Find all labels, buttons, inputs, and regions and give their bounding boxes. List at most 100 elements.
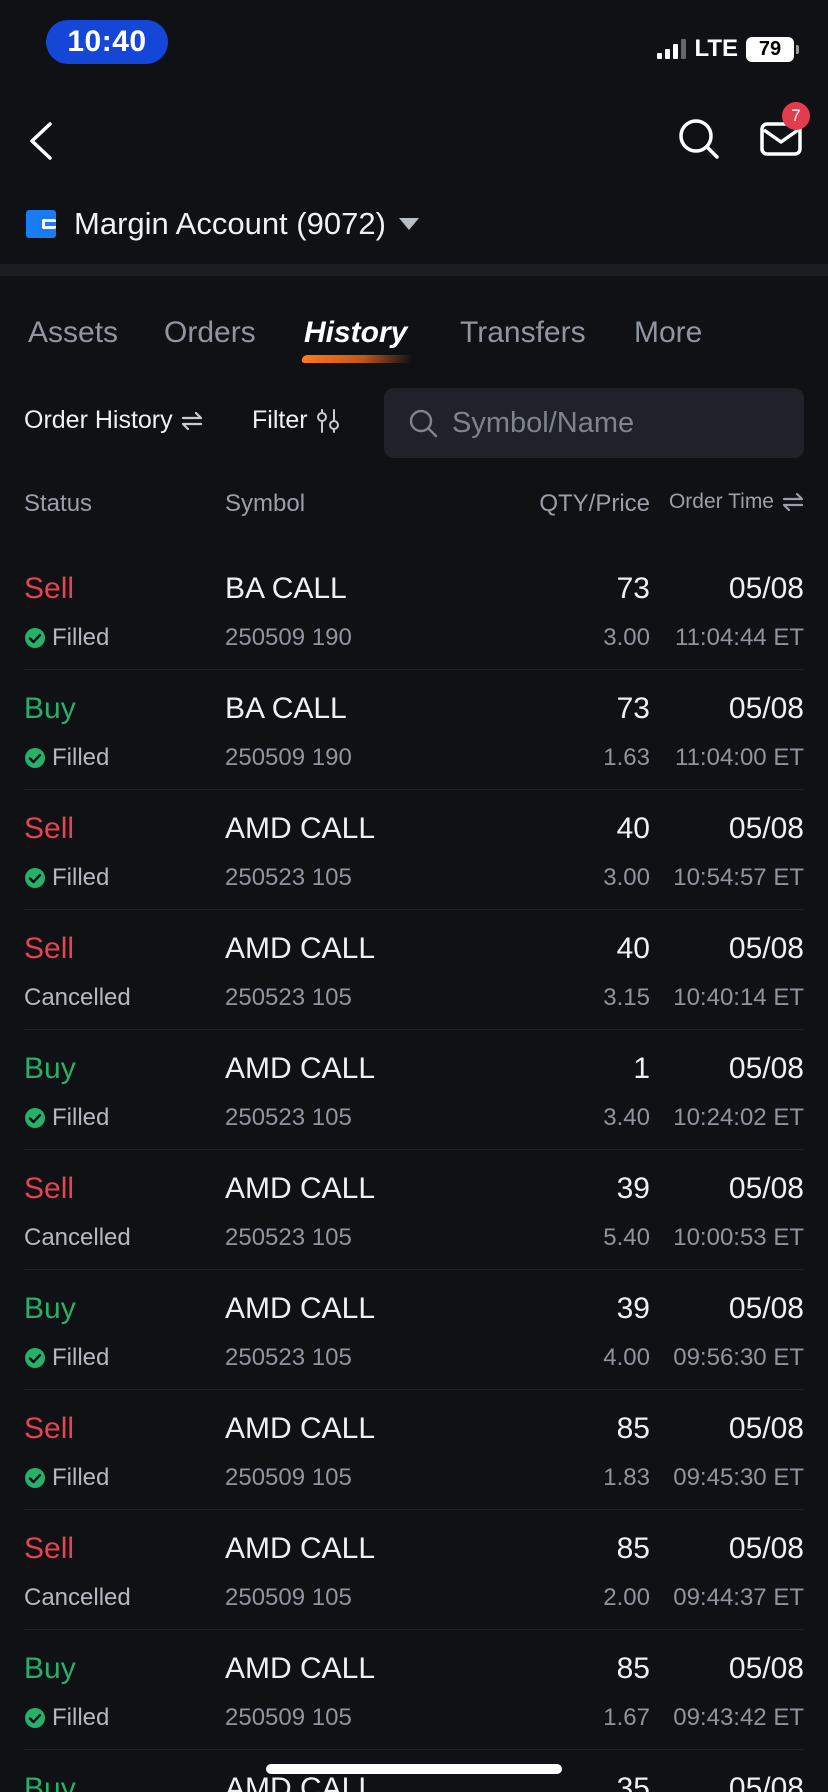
order-row[interactable]: Sell Cancelled AMD CALL 250509 105 85 2.00 05/…	[0, 1510, 828, 1630]
check-circle-icon	[25, 1708, 45, 1728]
back-button[interactable]	[22, 118, 62, 164]
order-contract: 250523 105	[225, 984, 352, 1011]
order-time: 09:44:37 ET	[673, 1584, 804, 1611]
order-row[interactable]: Buy Filled AMD CALL 250509 105 85 1.67 05/08 09…	[0, 1630, 828, 1750]
order-side: Buy	[24, 1052, 76, 1085]
tab-orders[interactable]: Orders	[164, 316, 256, 349]
filter-label: Filter	[252, 406, 308, 434]
order-side: Buy	[24, 1652, 76, 1685]
symbol-search[interactable]	[384, 388, 804, 458]
order-row[interactable]: Buy Filled AMD CALL 250523 105 1 3.40 05/08 10:…	[0, 1030, 828, 1150]
row-divider	[24, 789, 804, 790]
row-divider	[24, 1629, 804, 1630]
symbol-search-input[interactable]	[452, 406, 772, 440]
order-date: 05/08	[728, 1412, 804, 1445]
order-row[interactable]: Buy Filled BA CALL 250509 190 73 1.63 05/08 11:…	[0, 670, 828, 790]
order-qty: 1	[633, 1052, 650, 1085]
order-price: 4.00	[603, 1344, 650, 1371]
order-row[interactable]: Sell Filled AMD CALL 250509 105 85 1.83 05/08 0…	[0, 1390, 828, 1510]
row-divider	[24, 909, 804, 910]
order-history-toggle[interactable]: Order History	[24, 406, 203, 435]
notification-badge: 7	[782, 102, 810, 130]
order-price: 3.40	[603, 1104, 650, 1131]
home-indicator	[266, 1764, 562, 1774]
check-circle-icon	[25, 868, 45, 888]
order-symbol: AMD CALL	[225, 1052, 376, 1085]
tab-assets[interactable]: Assets	[28, 316, 119, 349]
messages-button[interactable]	[758, 116, 804, 162]
order-status-label: Filled	[52, 1344, 110, 1371]
swap-icon	[782, 492, 804, 512]
order-time: 10:24:02 ET	[673, 1104, 804, 1131]
tab-transfers[interactable]: Transfers	[460, 316, 586, 349]
check-circle-icon	[25, 1348, 45, 1368]
row-divider	[24, 1749, 804, 1750]
order-contract: 250523 105	[225, 1344, 352, 1371]
order-date: 05/08	[728, 1172, 804, 1205]
order-price: 3.15	[603, 984, 650, 1011]
order-symbol: AMD CALL	[225, 932, 376, 965]
history-toolbar: Order History Filter	[0, 388, 828, 458]
order-symbol: AMD CALL	[225, 1292, 376, 1325]
order-status: Filled	[24, 744, 109, 772]
order-symbol: BA CALL	[225, 692, 347, 725]
order-price: 1.67	[603, 1704, 650, 1731]
order-qty: 40	[616, 932, 650, 965]
order-price: 2.00	[603, 1584, 650, 1611]
status-time: 10:40	[46, 20, 168, 64]
order-date: 05/08	[728, 1532, 804, 1565]
search-button[interactable]	[676, 116, 722, 162]
order-status-label: Filled	[52, 744, 110, 771]
order-date: 05/08	[728, 692, 804, 725]
section-divider	[0, 264, 828, 276]
order-symbol: AMD CALL	[225, 812, 376, 845]
order-price: 3.00	[603, 864, 650, 891]
tab-history[interactable]: History	[304, 316, 408, 349]
order-contract: 250509 190	[225, 744, 352, 771]
order-status: Cancelled	[24, 1584, 131, 1612]
order-qty: 85	[616, 1532, 650, 1565]
status-bar-right: LTE 79	[657, 34, 799, 64]
order-time-sort[interactable]: Order Time	[669, 490, 804, 514]
order-contract: 250523 105	[225, 864, 352, 891]
order-contract: 250523 105	[225, 1224, 352, 1251]
order-status-label: Filled	[52, 624, 110, 651]
order-symbol: AMD CALL	[225, 1772, 376, 1792]
order-qty: 40	[616, 812, 650, 845]
order-status-label: Cancelled	[24, 984, 131, 1011]
order-history-label: Order History	[24, 406, 173, 434]
order-row[interactable]: Sell Filled BA CALL 250509 190 73 3.00 05/08 11…	[0, 550, 828, 670]
order-time: 10:00:53 ET	[673, 1224, 804, 1251]
order-status-label: Filled	[52, 1104, 110, 1131]
order-status-label: Filled	[52, 1464, 110, 1491]
order-date: 05/08	[728, 1292, 804, 1325]
check-circle-icon	[25, 1108, 45, 1128]
order-side: Sell	[24, 1412, 75, 1445]
order-price: 1.63	[603, 744, 650, 771]
order-qty: 35	[616, 1772, 650, 1792]
wallet-icon	[26, 210, 56, 238]
order-side: Sell	[24, 812, 75, 845]
order-side: Buy	[24, 1772, 76, 1792]
order-side: Sell	[24, 932, 75, 965]
order-price: 1.83	[603, 1464, 650, 1491]
order-row[interactable]: Sell Cancelled AMD CALL 250523 105 39 5.40 05/…	[0, 1150, 828, 1270]
order-status-label: Filled	[52, 1704, 110, 1731]
chevron-left-icon	[30, 122, 52, 160]
order-symbol: BA CALL	[225, 572, 347, 605]
column-status: Status	[24, 490, 93, 517]
tab-more[interactable]: More	[634, 316, 703, 349]
order-side: Sell	[24, 1532, 75, 1565]
search-icon	[409, 409, 438, 438]
order-time: 09:43:42 ET	[673, 1704, 804, 1731]
order-row[interactable]: Sell Cancelled AMD CALL 250523 105 40 3.15 05/…	[0, 910, 828, 1030]
order-time: 11:04:44 ET	[675, 624, 804, 651]
order-row[interactable]: Buy Filled AMD CALL 250523 105 39 4.00 05/08 09…	[0, 1270, 828, 1390]
order-row[interactable]: Buy AMD CALL 35 05/08	[0, 1750, 828, 1792]
order-contract: 250509 105	[225, 1464, 352, 1491]
filter-button[interactable]: Filter	[252, 406, 340, 435]
order-date: 05/08	[728, 572, 804, 605]
order-qty: 39	[616, 1292, 650, 1325]
account-selector[interactable]: Margin Account (9072)	[26, 200, 420, 248]
order-row[interactable]: Sell Filled AMD CALL 250523 105 40 3.00 05/08 1…	[0, 790, 828, 910]
